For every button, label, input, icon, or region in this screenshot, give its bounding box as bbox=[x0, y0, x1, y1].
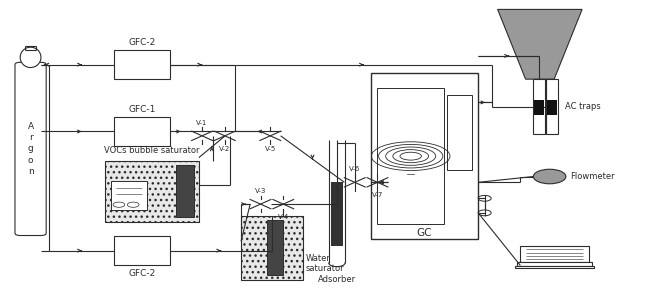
Bar bbox=[267, 220, 283, 275]
FancyBboxPatch shape bbox=[15, 62, 46, 236]
Bar bbox=[111, 181, 147, 210]
Bar bbox=[378, 88, 444, 225]
Bar bbox=[546, 79, 558, 134]
Text: V-2: V-2 bbox=[219, 146, 230, 152]
Bar bbox=[176, 165, 194, 217]
Ellipse shape bbox=[20, 47, 41, 67]
Text: V-1: V-1 bbox=[197, 120, 208, 126]
Bar bbox=[520, 246, 589, 262]
Polygon shape bbox=[497, 9, 582, 79]
Bar bbox=[533, 79, 545, 134]
Bar bbox=[105, 161, 199, 222]
Text: V-3: V-3 bbox=[255, 188, 266, 194]
Text: V-4: V-4 bbox=[277, 214, 289, 220]
Text: GFC-1: GFC-1 bbox=[128, 105, 156, 114]
Text: A
r
g
o
n: A r g o n bbox=[27, 122, 34, 175]
Text: AC traps: AC traps bbox=[564, 102, 600, 111]
Text: Adsorber: Adsorber bbox=[318, 275, 356, 284]
Bar bbox=[241, 216, 303, 280]
Bar bbox=[331, 182, 343, 246]
Text: VOCs bubble saturator: VOCs bubble saturator bbox=[104, 146, 199, 155]
Text: Flowmeter: Flowmeter bbox=[570, 172, 615, 181]
Text: V-6: V-6 bbox=[349, 166, 361, 172]
Bar bbox=[371, 73, 478, 239]
Bar bbox=[534, 100, 544, 115]
Text: GFC-2: GFC-2 bbox=[128, 269, 156, 278]
Bar bbox=[115, 50, 170, 79]
Text: V-7: V-7 bbox=[372, 192, 383, 198]
Bar bbox=[115, 117, 170, 146]
Text: GC: GC bbox=[417, 228, 432, 238]
Text: Water
saturator: Water saturator bbox=[306, 254, 344, 273]
Bar bbox=[447, 95, 472, 170]
Bar bbox=[517, 262, 592, 266]
Bar bbox=[547, 100, 557, 115]
Text: V-5: V-5 bbox=[265, 146, 276, 152]
Text: GFC-2: GFC-2 bbox=[128, 38, 156, 47]
Bar bbox=[515, 265, 594, 268]
Bar bbox=[115, 236, 170, 265]
Circle shape bbox=[533, 169, 566, 184]
